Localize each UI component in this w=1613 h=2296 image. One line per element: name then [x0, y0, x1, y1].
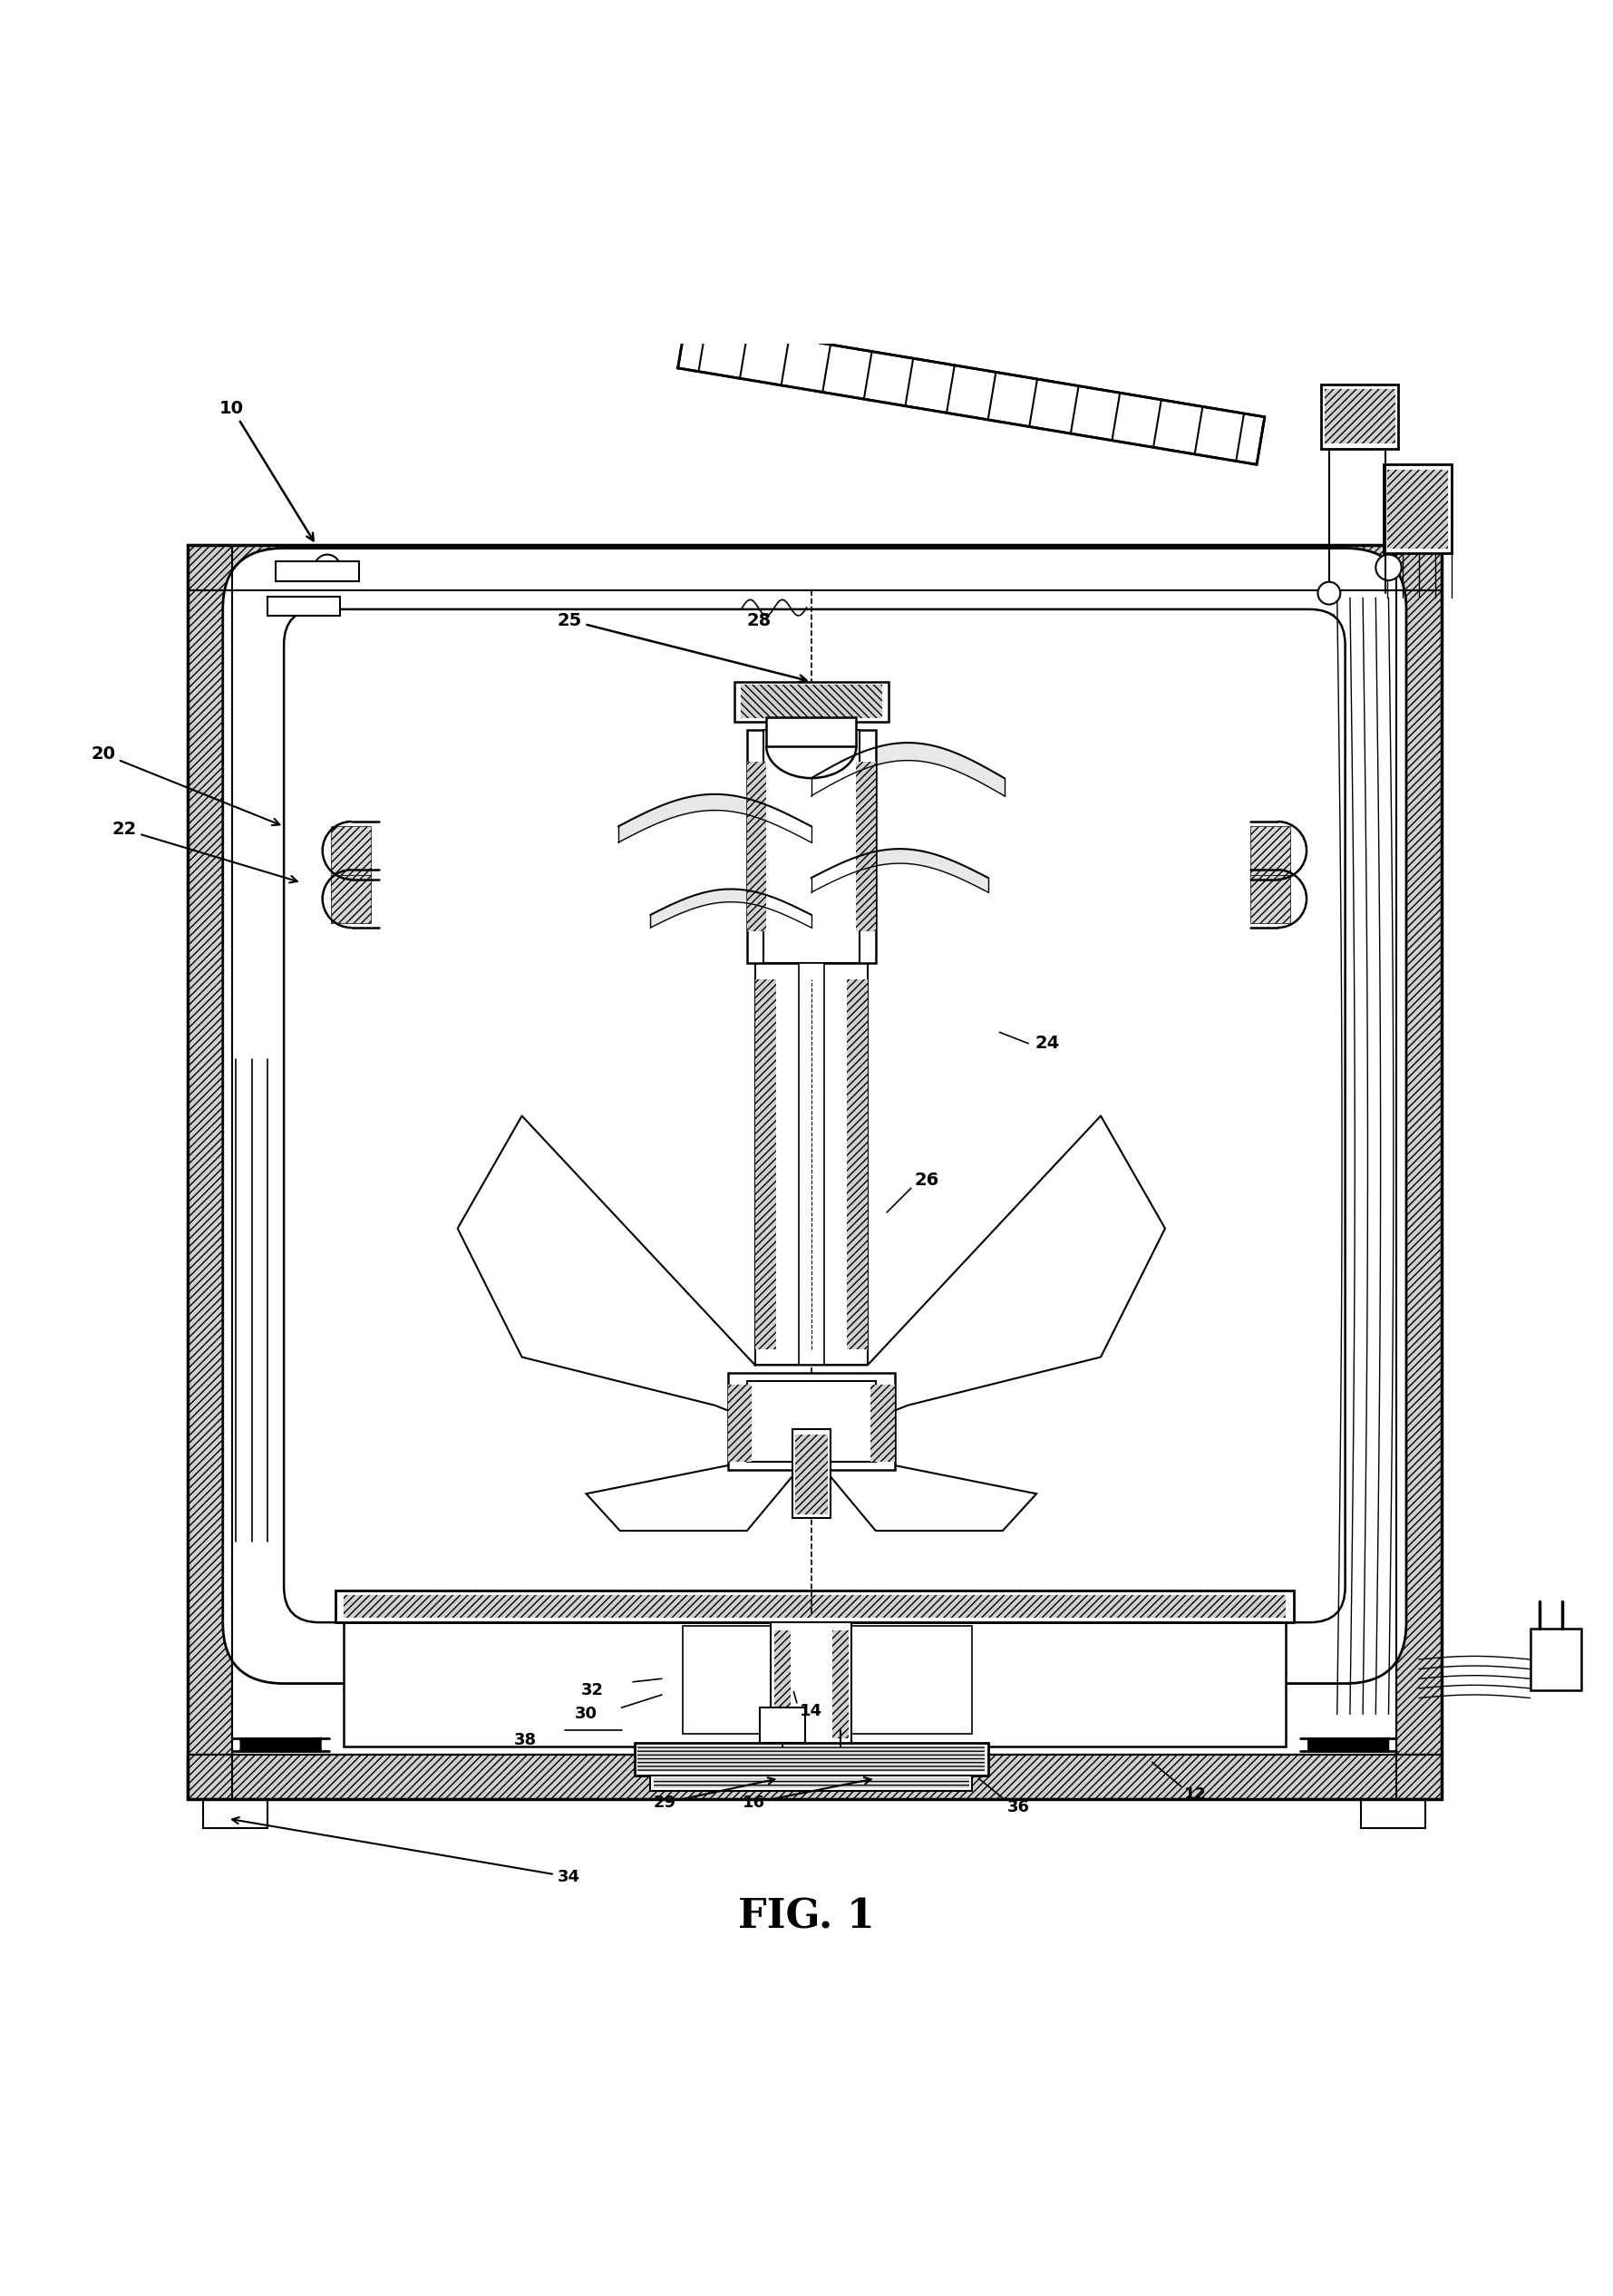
Bar	[331, 875, 371, 923]
Bar	[637, 1747, 986, 1773]
Bar	[187, 1754, 1442, 1800]
Bar	[740, 684, 882, 719]
Bar	[734, 682, 889, 721]
FancyBboxPatch shape	[223, 549, 1407, 1683]
Bar	[827, 774, 850, 792]
Bar	[276, 563, 360, 581]
Bar	[795, 824, 818, 840]
Bar	[331, 827, 371, 875]
Bar	[727, 1384, 752, 1463]
Bar	[747, 762, 766, 930]
Circle shape	[295, 1548, 358, 1612]
Circle shape	[1271, 620, 1334, 684]
FancyBboxPatch shape	[284, 608, 1345, 1623]
Bar	[727, 1373, 895, 1469]
Bar	[1321, 383, 1398, 448]
Bar	[774, 1630, 790, 1738]
Bar	[682, 1626, 973, 1733]
Text: 36: 36	[1008, 1800, 1031, 1816]
Text: 25: 25	[556, 611, 806, 682]
Bar	[871, 1384, 895, 1463]
Text: 22: 22	[111, 820, 297, 882]
Circle shape	[1376, 556, 1402, 581]
Circle shape	[1271, 1548, 1334, 1612]
Bar	[832, 1630, 848, 1738]
Text: 12: 12	[1184, 1786, 1207, 1802]
Bar	[1324, 388, 1395, 443]
Bar	[295, 613, 1334, 647]
Text: 34: 34	[232, 1816, 581, 1885]
Text: 32: 32	[581, 1681, 603, 1699]
Bar	[634, 1743, 989, 1775]
Bar	[187, 544, 1442, 590]
Circle shape	[1318, 581, 1340, 604]
Polygon shape	[677, 321, 1265, 464]
Bar	[795, 912, 815, 925]
Bar	[827, 875, 848, 889]
Bar	[798, 962, 824, 1366]
Text: 24: 24	[1036, 1035, 1060, 1052]
Bar	[1531, 1628, 1581, 1690]
Bar	[344, 1623, 1286, 1747]
Bar	[760, 1708, 805, 1743]
Bar	[344, 1596, 1286, 1619]
Bar	[653, 1779, 969, 1789]
Bar	[295, 625, 323, 1612]
Bar	[747, 1382, 876, 1463]
Text: 14: 14	[800, 1704, 823, 1720]
Bar	[336, 1591, 1294, 1623]
Bar	[650, 1775, 973, 1791]
Bar	[771, 1623, 852, 1747]
Polygon shape	[458, 1116, 1165, 1421]
Bar	[857, 762, 876, 930]
Text: 26: 26	[915, 1171, 939, 1189]
Text: 38: 38	[515, 1731, 537, 1747]
Bar	[187, 544, 232, 1800]
Bar	[1397, 544, 1442, 1800]
Bar	[268, 597, 340, 615]
Bar	[295, 1587, 1334, 1612]
Circle shape	[315, 556, 340, 581]
Text: 16: 16	[742, 1777, 871, 1812]
Text: FIG. 1: FIG. 1	[739, 1896, 874, 1936]
Bar	[755, 962, 868, 1366]
Bar	[763, 730, 860, 962]
Bar	[1387, 468, 1448, 549]
Bar	[1307, 625, 1334, 1612]
Bar	[792, 1430, 831, 1518]
Polygon shape	[811, 1453, 1037, 1531]
Polygon shape	[586, 1453, 811, 1531]
Text: 10: 10	[219, 400, 313, 540]
Bar	[1361, 1800, 1426, 1828]
Bar	[187, 544, 1442, 1800]
Bar	[755, 978, 776, 1350]
Bar	[766, 716, 857, 746]
Text: 20: 20	[90, 746, 279, 824]
Text: 30: 30	[574, 1706, 598, 1722]
Bar	[747, 730, 876, 962]
Bar	[187, 1754, 1442, 1800]
Text: 29: 29	[653, 1777, 774, 1812]
Bar	[1250, 875, 1290, 923]
Bar	[203, 1800, 268, 1828]
Bar	[1384, 464, 1452, 553]
Bar	[847, 978, 868, 1350]
Circle shape	[295, 620, 358, 684]
Bar	[1250, 827, 1290, 875]
Text: 28: 28	[747, 613, 771, 629]
Bar	[795, 1435, 827, 1515]
